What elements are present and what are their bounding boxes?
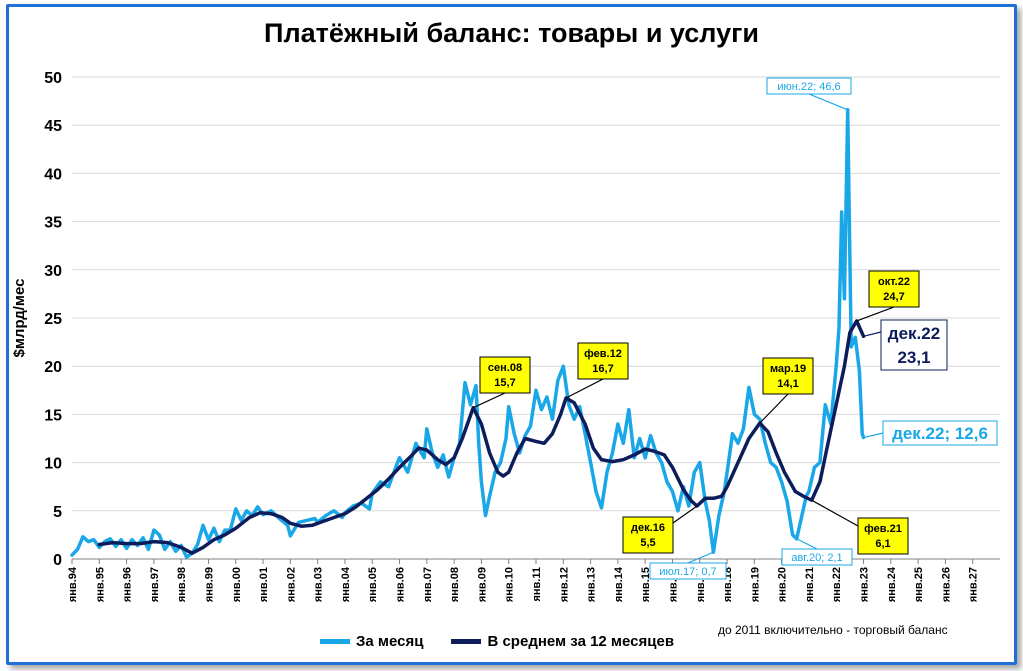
legend-swatch-monthly xyxy=(320,639,350,644)
series-line-avg12 xyxy=(97,319,866,555)
y-tick-label: 25 xyxy=(44,311,62,328)
annotation-box xyxy=(577,342,629,380)
annotation-value: 6,1 xyxy=(875,538,890,550)
annotation-leader xyxy=(672,505,698,524)
annotation-label: дек.22; 12,6 xyxy=(892,424,988,443)
x-tick-label: янв.20 xyxy=(777,567,789,602)
x-tick-label: янв.04 xyxy=(340,566,352,602)
annotation-value: 15,7 xyxy=(494,377,515,389)
annotation-box xyxy=(762,357,814,395)
annotation-label: сен.08 xyxy=(488,362,522,374)
x-tick-label: янв.00 xyxy=(231,567,243,602)
y-tick-label: 5 xyxy=(53,504,62,521)
x-tick-label: янв.96 xyxy=(122,567,134,602)
annotation-leader xyxy=(687,551,714,564)
annotation-label: фев.21 xyxy=(864,523,902,535)
y-tick-label: 10 xyxy=(44,456,62,473)
x-tick-label: янв.08 xyxy=(449,567,461,602)
chart-note: до 2011 включительно - торговый баланс xyxy=(718,623,948,637)
annotation-box xyxy=(857,517,909,555)
x-tick-label: янв.09 xyxy=(476,567,488,602)
x-tick-label: янв.07 xyxy=(422,567,434,602)
x-tick-label: янв.01 xyxy=(258,567,270,602)
x-tick-label: янв.24 xyxy=(886,566,898,602)
y-tick-label: 30 xyxy=(44,263,62,280)
x-tick-label: янв.27 xyxy=(968,567,980,602)
annotation-label: июн.22; 46,6 xyxy=(777,81,840,93)
annotation-box xyxy=(479,356,531,394)
legend-swatch-avg12 xyxy=(451,639,482,644)
annotation-leader xyxy=(759,393,789,424)
annotation-box xyxy=(781,548,853,566)
y-tick-label: 20 xyxy=(44,359,62,376)
series-line-monthly xyxy=(70,108,866,559)
legend-item-monthly: За месяц xyxy=(320,633,423,650)
annotation-box xyxy=(882,420,998,446)
annotation-label: мар.19 xyxy=(770,363,806,375)
x-tick-label: янв.98 xyxy=(176,567,188,602)
x-tick-label: янв.11 xyxy=(531,567,543,602)
annotation-label: авг.20; 2,1 xyxy=(791,552,842,564)
annotation-label: фев.12 xyxy=(584,348,622,360)
annotation-leader xyxy=(472,392,506,409)
legend-label-avg12: В среднем за 12 месяцев xyxy=(487,633,675,650)
x-tick-label: янв.15 xyxy=(640,567,652,602)
y-axis-label: $млрд/мес xyxy=(11,278,28,357)
annotation-leader xyxy=(808,93,848,111)
annotation-value: 24,7 xyxy=(883,291,904,303)
annotation-label: дек.16 xyxy=(631,522,665,534)
annotation-box xyxy=(622,516,674,554)
x-tick-label: янв.99 xyxy=(203,567,215,602)
x-tick-label: янв.06 xyxy=(395,567,407,602)
x-tick-label: янв.19 xyxy=(749,567,761,602)
x-tick-label: янв.05 xyxy=(367,567,379,602)
y-tick-label: 0 xyxy=(53,552,62,569)
x-tick-label: янв.23 xyxy=(859,567,871,602)
annotation-leader xyxy=(796,538,818,550)
annotation-value: 23,1 xyxy=(897,348,930,367)
x-tick-label: янв.21 xyxy=(804,567,816,602)
annotation-leader xyxy=(811,499,859,527)
legend-label-monthly: За месяц xyxy=(356,633,424,650)
x-tick-label: янв.12 xyxy=(558,567,570,602)
chart-title: Платёжный баланс: товары и услуги xyxy=(264,18,759,48)
x-tick-label: янв.94 xyxy=(67,566,79,602)
annotation-value: 14,1 xyxy=(777,378,798,390)
annotation-box xyxy=(868,270,920,308)
annotation-box xyxy=(880,319,948,371)
y-tick-label: 35 xyxy=(44,215,62,232)
annotation-leader xyxy=(856,306,895,322)
legend: За месяц В среднем за 12 месяцев xyxy=(320,633,702,650)
y-tick-label: 40 xyxy=(44,166,62,183)
annotation-label: дек.22 xyxy=(888,324,940,343)
annotation-box xyxy=(766,77,852,95)
annotation-leader xyxy=(863,331,882,337)
y-tick-label: 15 xyxy=(44,407,62,424)
annotation-label: июл.17; 0,7 xyxy=(659,566,716,578)
x-tick-label: янв.13 xyxy=(586,567,598,602)
annotation-value: 5,5 xyxy=(640,537,655,549)
x-tick-label: янв.95 xyxy=(94,567,106,602)
annotation-value: 16,7 xyxy=(592,363,613,375)
x-tick-label: янв.22 xyxy=(831,567,843,602)
annotation-box xyxy=(649,562,727,580)
x-tick-label: янв.02 xyxy=(285,567,297,602)
x-tick-label: янв.14 xyxy=(613,566,625,602)
y-tick-label: 45 xyxy=(44,118,62,135)
annotation-leader xyxy=(565,378,604,399)
legend-item-avg12: В среднем за 12 месяцев xyxy=(451,633,674,650)
x-tick-label: янв.03 xyxy=(313,567,325,602)
y-tick-label: 50 xyxy=(44,70,62,87)
annotation-leader xyxy=(863,432,884,439)
x-tick-label: янв.97 xyxy=(149,567,161,602)
x-tick-label: янв.25 xyxy=(913,567,925,602)
x-tick-label: янв.26 xyxy=(940,567,952,602)
annotation-label: окт.22 xyxy=(878,276,910,288)
x-tick-label: янв.10 xyxy=(504,567,516,602)
